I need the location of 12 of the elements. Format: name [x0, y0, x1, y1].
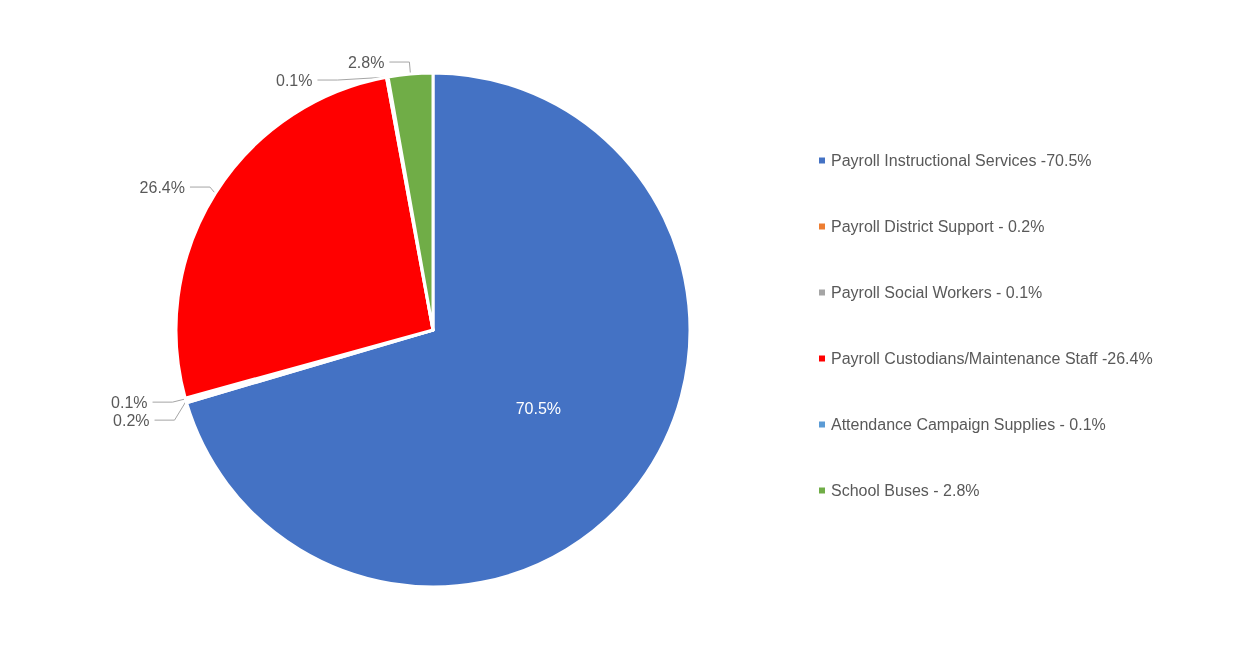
legend-label: Payroll Custodians/Maintenance Staff -26.4%	[831, 350, 1153, 367]
data-label: 0.2%	[113, 411, 150, 429]
data-label: 70.5%	[515, 400, 562, 418]
legend-label: Attendance Campaign Supplies - 0.1%	[831, 416, 1106, 433]
data-label: 0.1%	[111, 393, 148, 411]
data-label: 2.8%	[347, 53, 385, 71]
data-label: 26.4%	[139, 178, 185, 196]
legend-label: Payroll Social Workers - 0.1%	[831, 284, 1043, 301]
legend-label: Payroll District Support - 0.2%	[831, 218, 1045, 235]
legend-label: School Buses - 2.8%	[831, 482, 980, 499]
legend-label: Payroll Instructional Services -70.5%	[831, 152, 1092, 169]
data-label: 0.1%	[276, 71, 313, 89]
